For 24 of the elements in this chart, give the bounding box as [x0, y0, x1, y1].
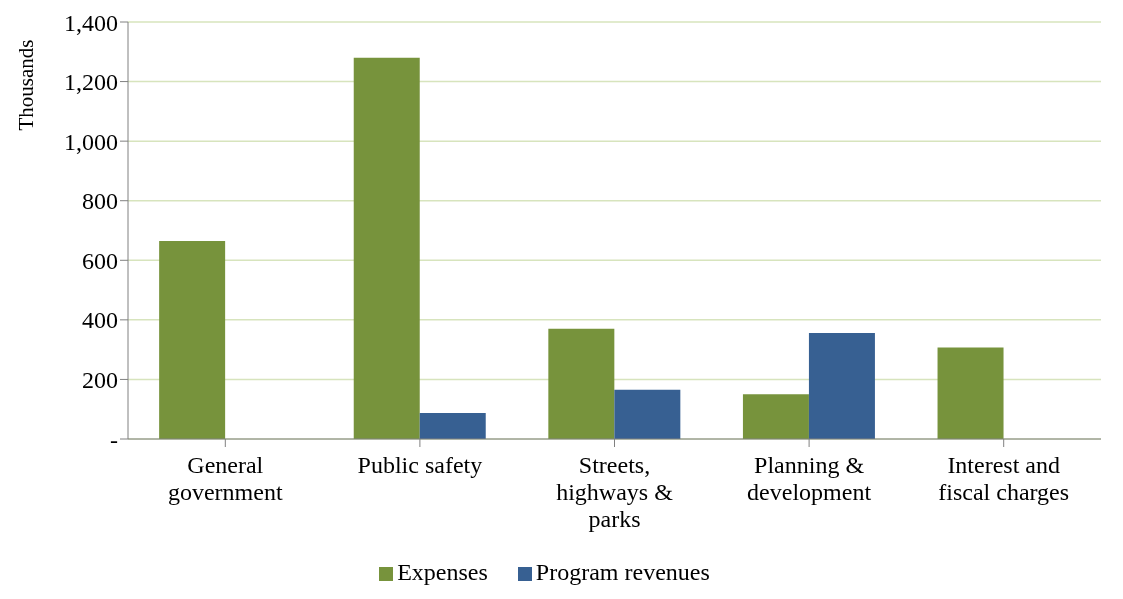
x-tick-label: Planning & development — [747, 452, 872, 505]
bar — [548, 328, 615, 439]
y-tick-label: 1,200 — [64, 69, 118, 96]
bar — [159, 240, 226, 439]
legend-label: Expenses — [397, 559, 488, 585]
bar — [614, 389, 681, 439]
y-tick-label: - — [110, 426, 118, 453]
y-tick-label: 200 — [82, 366, 118, 393]
y-tick-label: 1,000 — [64, 128, 118, 155]
legend-label: Program revenues — [535, 559, 710, 585]
bar — [808, 332, 875, 439]
bar — [353, 57, 420, 439]
x-tick-label: Interest and fiscal charges — [938, 452, 1070, 505]
x-tick-label: General government — [167, 452, 283, 505]
y-tick-label: 400 — [82, 307, 118, 334]
bar — [742, 394, 809, 439]
y-axis-title: Thousands — [14, 39, 39, 131]
x-tick-label: Public safety — [357, 452, 483, 478]
y-tick-label: 800 — [82, 188, 118, 215]
bar — [937, 347, 1004, 439]
y-tick-label: 600 — [82, 247, 118, 274]
y-tick-label: 1,400 — [64, 9, 118, 36]
x-tick-label: Streets, highways & parks — [556, 452, 674, 532]
bar — [419, 413, 486, 439]
